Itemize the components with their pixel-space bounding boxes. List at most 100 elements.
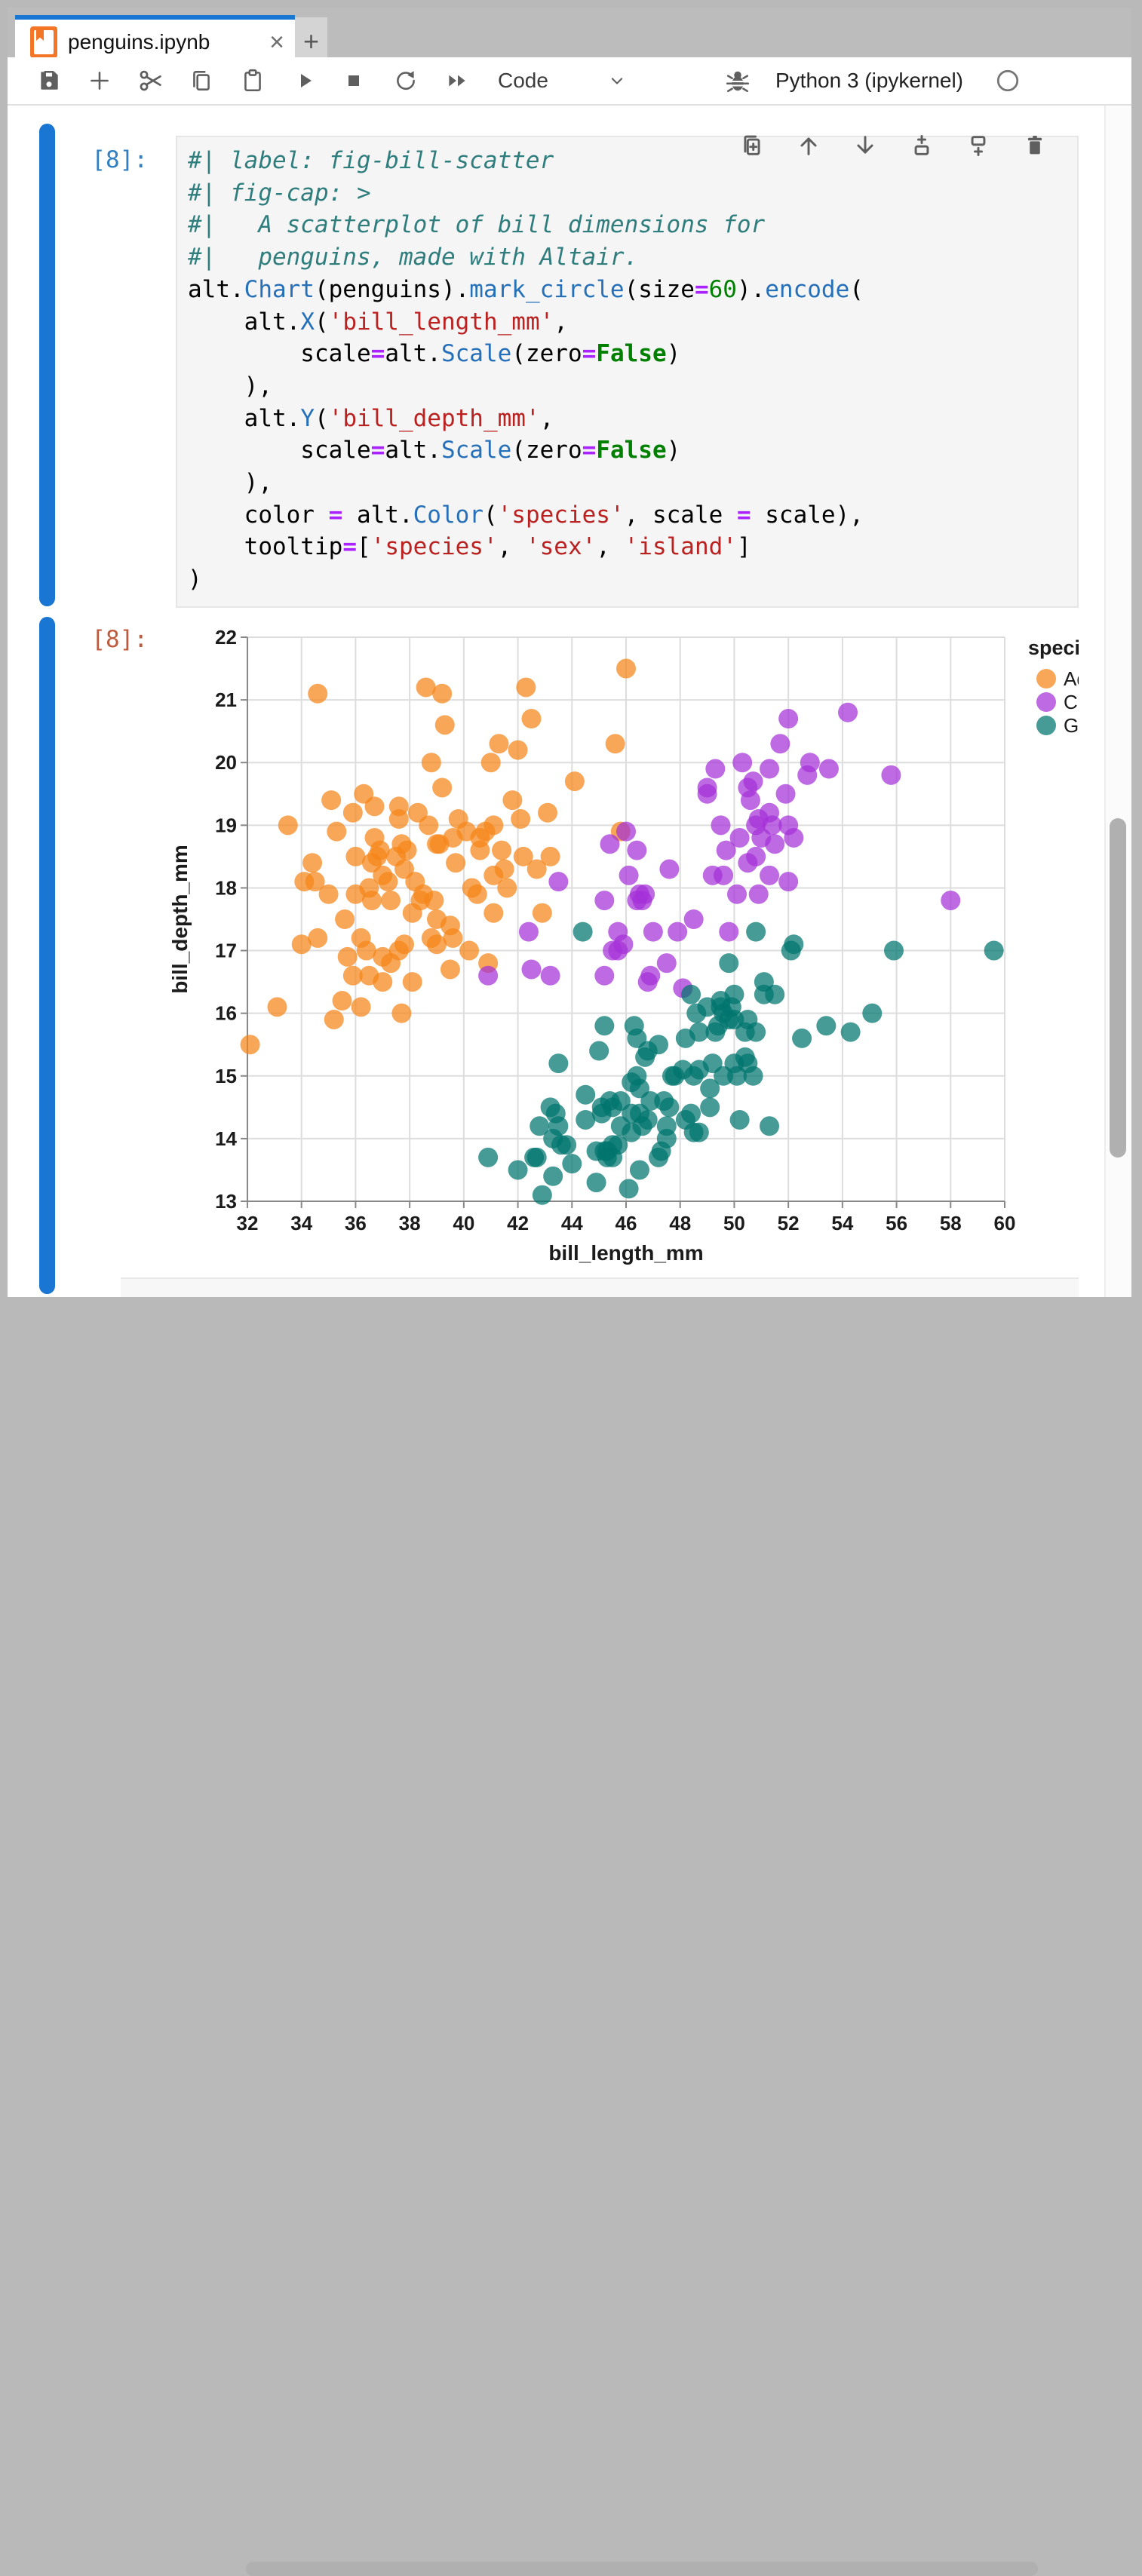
scatter-point-chinstrap: [729, 827, 750, 848]
stop-kernel-button[interactable]: [339, 66, 369, 96]
horizontal-scrollbar-track[interactable]: [121, 1277, 1079, 2576]
scatter-point-chinstrap: [711, 815, 731, 836]
scatter-point-gentoo: [478, 1147, 499, 1167]
move-cell-up-icon[interactable]: [792, 129, 825, 162]
scatter-point-gentoo: [862, 1003, 883, 1023]
scatter-point-adelie: [342, 965, 363, 986]
code-content[interactable]: #| label: fig-bill-scatter #| fig-cap: > #…: [188, 145, 864, 596]
chevron-down-icon[interactable]: [602, 66, 632, 96]
scatter-point-chinstrap: [770, 734, 790, 754]
scatter-point-chinstrap: [727, 884, 748, 904]
scatter-point-gentoo: [840, 1022, 861, 1042]
y-tick-label: 19: [215, 814, 237, 836]
insert-cell-above-icon[interactable]: [905, 129, 938, 162]
close-tab-icon[interactable]: ×: [269, 28, 284, 57]
scatter-point-gentoo: [656, 1116, 677, 1136]
horizontal-scrollbar-thumb[interactable]: [246, 2562, 1038, 2576]
notebook-file-icon: [30, 26, 57, 58]
legend-label-gentoo: Gentoo: [1064, 714, 1079, 737]
scatter-point-adelie: [370, 840, 390, 860]
scatter-point-adelie: [459, 940, 480, 961]
scatter-point-gentoo: [576, 1109, 596, 1130]
restart-run-all-button[interactable]: [442, 66, 472, 96]
delete-cell-icon[interactable]: [1018, 129, 1051, 162]
x-tick-label: 56: [886, 1212, 907, 1234]
scatter-point-adelie: [332, 991, 352, 1011]
scatter-point-adelie: [521, 709, 542, 729]
insert-cell-button[interactable]: [84, 66, 115, 96]
scatter-point-gentoo: [719, 953, 739, 974]
scatter-point-adelie: [421, 753, 441, 773]
scatter-point-gentoo: [681, 984, 701, 1004]
cell-type-select[interactable]: Code: [498, 69, 548, 92]
insert-cell-below-icon[interactable]: [962, 129, 995, 162]
scatter-point-adelie: [356, 940, 376, 961]
scatter-point-chinstrap: [540, 965, 560, 986]
scatter-point-adelie: [267, 997, 287, 1017]
scatter-point-chinstrap: [818, 759, 839, 779]
scatter-point-adelie: [345, 846, 366, 866]
scatter-point-gentoo: [743, 1066, 763, 1086]
code-line: #| label: fig-bill-scatter: [188, 147, 554, 174]
scatter-point-adelie: [605, 734, 625, 754]
kernel-name[interactable]: Python 3 (ipykernel): [775, 69, 964, 92]
scatter-point-chinstrap: [600, 834, 620, 854]
move-cell-down-icon[interactable]: [849, 129, 882, 162]
code-line: #| fig-cap: >: [188, 179, 371, 207]
cut-cells-button[interactable]: [136, 66, 166, 96]
save-button[interactable]: [34, 66, 64, 96]
vertical-scrollbar-thumb[interactable]: [1110, 818, 1126, 1158]
y-tick-label: 22: [215, 626, 237, 649]
scatter-point-adelie: [526, 859, 547, 879]
kernel-status-icon[interactable]: [993, 66, 1023, 96]
scatter-point-adelie: [402, 972, 422, 992]
code-line: ),: [188, 372, 272, 400]
scatter-point-chinstrap: [668, 922, 688, 942]
scatter-point-adelie: [434, 715, 455, 735]
scatter-point-gentoo: [543, 1166, 563, 1186]
scatter-point-chinstrap: [778, 709, 799, 729]
x-tick-label: 54: [831, 1212, 853, 1234]
scatter-point-adelie: [335, 909, 355, 929]
scatter-point-adelie: [616, 658, 636, 679]
scatter-point-chinstrap: [478, 965, 499, 986]
scatter-point-adelie: [564, 771, 585, 792]
x-tick-label: 34: [290, 1212, 312, 1234]
scatter-point-chinstrap: [594, 965, 615, 986]
scatter-point-gentoo: [689, 1122, 709, 1142]
x-tick-label: 38: [399, 1212, 421, 1234]
x-tick-label: 50: [723, 1212, 745, 1234]
duplicate-cell-icon[interactable]: [735, 129, 769, 162]
scatter-point-adelie: [513, 846, 533, 866]
scatter-point-gentoo: [746, 1022, 766, 1042]
y-tick-label: 20: [215, 751, 237, 774]
scatter-point-gentoo: [792, 1028, 812, 1048]
input-collapser-bar[interactable]: [39, 124, 55, 606]
scatter-point-gentoo: [508, 1160, 528, 1180]
run-cell-button[interactable]: [290, 66, 320, 96]
code-cell-editor[interactable]: #| label: fig-bill-scatter #| fig-cap: > #…: [176, 136, 1079, 608]
scatter-point-adelie: [391, 1003, 412, 1023]
new-tab-button[interactable]: +: [295, 17, 327, 65]
scatter-point-adelie: [278, 815, 298, 836]
scatter-point-adelie: [302, 853, 323, 873]
scatter-point-gentoo: [589, 1041, 609, 1061]
scatter-point-adelie: [324, 1009, 344, 1029]
debugger-bug-icon[interactable]: [723, 66, 753, 96]
x-tick-label: 32: [237, 1212, 259, 1234]
output-collapser-bar[interactable]: [39, 617, 55, 1294]
tab-penguins-notebook[interactable]: penguins.ipynb ×: [15, 15, 295, 65]
cell-toolbar: [735, 129, 1051, 162]
legend-swatch-gentoo: [1036, 716, 1056, 735]
scatter-point-chinstrap: [743, 771, 763, 792]
copy-cells-button[interactable]: [186, 66, 216, 96]
code-line: ): [188, 566, 202, 593]
scatter-point-adelie: [305, 872, 325, 892]
cell-output-area: 32 34 36 38 40 42 44 46 48 50 52 54 56 58 60 13 14 15 16 17…: [166, 618, 1079, 1282]
scatter-point-adelie: [291, 934, 312, 955]
scatter-point-chinstrap: [656, 953, 677, 974]
paste-cells-button[interactable]: [238, 66, 268, 96]
scatter-point-adelie: [351, 997, 371, 1017]
scatter-point-adelie: [508, 740, 528, 760]
restart-kernel-button[interactable]: [391, 66, 421, 96]
